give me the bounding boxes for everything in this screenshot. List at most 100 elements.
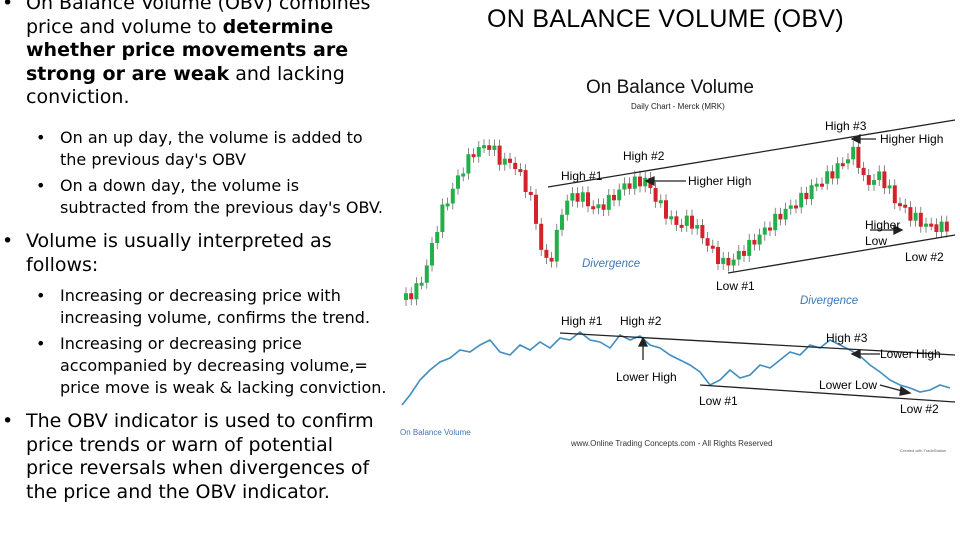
- candle-body: [518, 169, 523, 173]
- label-obv-high-3: High #3: [826, 331, 868, 345]
- label-low-2: Low #2: [905, 250, 944, 264]
- candle-body: [705, 238, 710, 246]
- candle-body: [476, 147, 481, 157]
- bullet-dot: •: [36, 286, 46, 305]
- candle-body: [424, 265, 429, 283]
- candle-body: [825, 171, 830, 184]
- candle-body: [580, 192, 585, 202]
- candle-body: [586, 192, 590, 207]
- bold-text: determine: [222, 15, 334, 38]
- candle-body: [882, 171, 887, 189]
- candle-body: [617, 189, 622, 201]
- candle-body: [918, 212, 923, 227]
- candle-body: [606, 194, 611, 210]
- candle-body: [768, 227, 772, 231]
- label-higher-high-mid: Higher High: [688, 174, 751, 188]
- obv-indicator-label: On Balance Volume: [400, 428, 471, 437]
- bullet-text: On an up day, the volume is added to: [60, 128, 363, 147]
- label-lower-high-left: Lower High: [616, 370, 677, 384]
- candle-body: [482, 145, 486, 149]
- bullet-text: On Balance Volume (OBV) combines: [26, 0, 371, 14]
- candle-body: [544, 249, 549, 258]
- candle-body: [430, 242, 434, 266]
- bold-text: whether price movements are: [26, 39, 349, 61]
- candle-body: [554, 229, 559, 262]
- bullet-dot: •: [36, 334, 46, 353]
- label-high-2: High #2: [623, 149, 665, 163]
- candle-body: [565, 200, 570, 215]
- candle-body: [903, 204, 908, 208]
- candle-body: [799, 192, 804, 208]
- annotation-arrows: [637, 133, 912, 396]
- bullet-text: Increasing or decreasing price: [60, 334, 302, 353]
- bullet-text: conviction.: [26, 86, 130, 108]
- label-divergence-obv: Divergence: [800, 295, 858, 307]
- label-lower-high-right: Lower High: [880, 347, 941, 361]
- candle-body: [622, 183, 627, 190]
- bullet-dot: •: [36, 128, 46, 147]
- candle-body: [591, 206, 596, 210]
- bullet-text: price and volume to: [26, 15, 223, 38]
- candle-body: [788, 205, 793, 209]
- candle-body: [809, 185, 814, 200]
- obv-line: [401, 330, 951, 406]
- candle-body: [684, 215, 689, 226]
- candle-body: [440, 204, 445, 233]
- candle-body: [861, 167, 866, 176]
- price-candlesticks: [404, 139, 949, 306]
- bullet-volume-interpretation: • Volume is usually interpreted as follo…: [2, 230, 392, 277]
- candle-body: [716, 247, 720, 264]
- label-obv-low-2: Low #2: [900, 402, 939, 416]
- bullet-text: increasing volume, confirms the trend.: [60, 308, 371, 327]
- candle-body: [721, 257, 726, 264]
- candle-body: [794, 205, 798, 209]
- candle-body: [877, 171, 882, 181]
- candle-body: [851, 146, 856, 160]
- figure-title: On Balance Volume: [586, 77, 754, 98]
- candle-body: [757, 234, 762, 245]
- label-obv-low-1: Low #1: [699, 394, 738, 408]
- bullet-text: the previous day's OBV: [60, 150, 247, 169]
- candle-body: [450, 188, 455, 204]
- label-lower-low: Lower Low: [819, 378, 877, 392]
- candle-body: [830, 171, 835, 179]
- slide-title: ON BALANCE VOLUME (OBV): [487, 5, 844, 33]
- candle-body: [508, 158, 512, 163]
- candle-body: [934, 224, 939, 233]
- candle-body: [492, 145, 497, 150]
- candle-body: [570, 193, 575, 201]
- candle-body: [783, 208, 788, 220]
- candle-body: [944, 221, 949, 232]
- candle-body: [814, 183, 819, 187]
- candle-body: [638, 176, 642, 187]
- label-divergence-price: Divergence: [582, 258, 640, 270]
- label-high-1: High #1: [561, 169, 603, 183]
- candle-body: [643, 177, 648, 187]
- label-low-word: Low: [865, 234, 887, 248]
- candle-body: [664, 200, 668, 219]
- candle-body: [456, 175, 460, 189]
- candle-body: [534, 194, 538, 224]
- candle-body: [435, 232, 440, 243]
- price-lower-trendline: [727, 234, 956, 274]
- candle-body: [887, 185, 892, 189]
- candle-body: [840, 163, 845, 167]
- bullet-dot: •: [2, 230, 14, 252]
- candle-body: [466, 154, 471, 174]
- sub-bullet-down-day: • On a down day, the volume is subtracte…: [36, 175, 398, 219]
- sub-bullet-up-day: • On an up day, the volume is added to t…: [36, 127, 396, 171]
- candle-body: [612, 194, 616, 201]
- sub-bullet-weak-move: • Increasing or decreasing price accompa…: [36, 333, 398, 399]
- candle-body: [690, 215, 694, 229]
- candle-body: [778, 213, 783, 220]
- candle-body: [908, 207, 913, 221]
- candle-body: [872, 180, 876, 185]
- candle-body: [419, 282, 424, 286]
- label-low-1: Low #1: [716, 279, 755, 293]
- bullet-text-column: • On Balance Volume (OBV) combines price…: [0, 0, 400, 540]
- candle-body: [866, 175, 871, 185]
- candle-body: [762, 227, 767, 235]
- candle-body: [461, 173, 466, 177]
- label-obv-high-1: High #1: [561, 314, 603, 328]
- candle-body: [653, 188, 658, 202]
